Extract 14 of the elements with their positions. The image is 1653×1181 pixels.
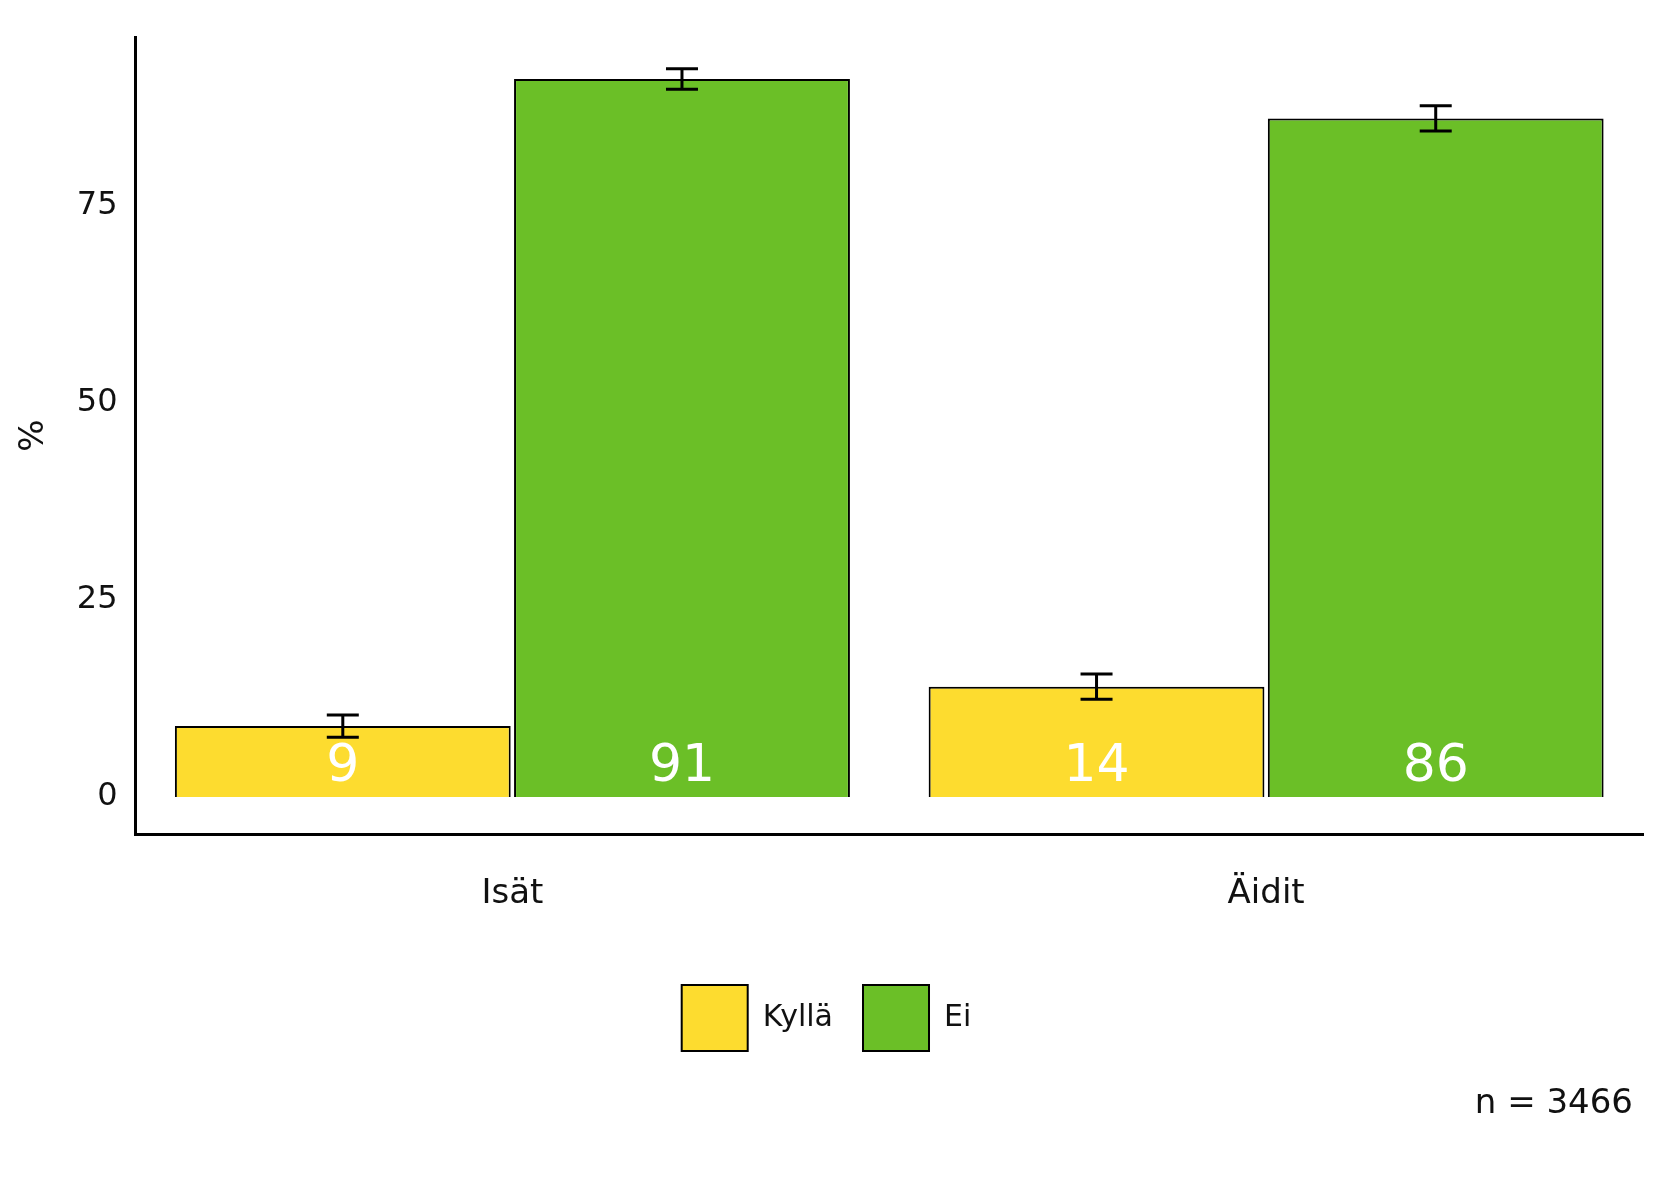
- data-label: 9: [326, 732, 360, 793]
- y-tick-label: 0: [97, 775, 118, 814]
- legend-label: Ei: [944, 997, 972, 1033]
- data-label: 14: [1063, 732, 1130, 793]
- y-axis-title: %: [11, 419, 52, 452]
- data-label: 91: [648, 732, 716, 793]
- data-label: 86: [1402, 732, 1469, 793]
- y-tick-label: 75: [76, 183, 118, 222]
- x-tick-label: Isät: [481, 871, 544, 912]
- y-tick-label: 25: [76, 578, 118, 617]
- legend-label: Kyllä: [762, 997, 834, 1033]
- y-tick-label: 50: [76, 380, 118, 419]
- text: n = 3466: [1474, 1081, 1633, 1121]
- x-tick-label: Äidit: [1227, 871, 1305, 912]
